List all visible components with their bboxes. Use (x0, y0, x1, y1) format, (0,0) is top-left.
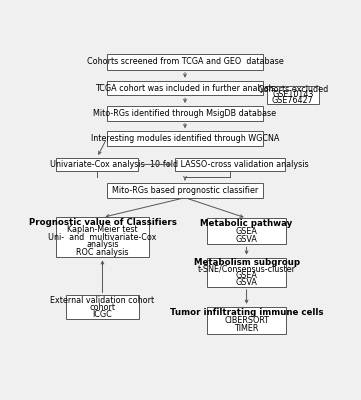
Text: Mito-RGs based prognostic classifier: Mito-RGs based prognostic classifier (112, 186, 258, 195)
Text: GSVA: GSVA (236, 278, 257, 287)
Text: cohort: cohort (90, 303, 116, 312)
Text: Interesting modules identified through WGCNA: Interesting modules identified through W… (91, 134, 279, 143)
Text: GSE10143: GSE10143 (272, 90, 313, 99)
Text: Metabolic pathway: Metabolic pathway (200, 219, 293, 228)
Text: GSVA: GSVA (236, 235, 257, 244)
FancyBboxPatch shape (107, 131, 264, 146)
Text: Kaplan-Meier test: Kaplan-Meier test (67, 225, 138, 234)
Text: analysis: analysis (86, 240, 119, 250)
FancyBboxPatch shape (66, 295, 139, 319)
Text: Univariate-Cox analysis: Univariate-Cox analysis (49, 160, 144, 169)
Text: TIMER: TIMER (234, 324, 259, 334)
Text: TCGA cohort was included in further analysis: TCGA cohort was included in further anal… (95, 84, 275, 92)
FancyBboxPatch shape (174, 158, 285, 171)
FancyBboxPatch shape (207, 258, 286, 287)
Text: GSEA: GSEA (236, 227, 257, 236)
Text: CIBERSORT: CIBERSORT (224, 316, 269, 325)
FancyBboxPatch shape (56, 218, 149, 258)
Text: Cohorts excluded: Cohorts excluded (258, 85, 328, 94)
Text: Cohorts screened from TCGA and GEO  database: Cohorts screened from TCGA and GEO datab… (87, 57, 283, 66)
FancyBboxPatch shape (56, 158, 138, 171)
FancyBboxPatch shape (107, 81, 264, 96)
Text: GSEA: GSEA (236, 271, 257, 280)
FancyBboxPatch shape (207, 307, 286, 334)
Text: Uni-  and  multivariate-Cox: Uni- and multivariate-Cox (48, 233, 157, 242)
FancyBboxPatch shape (207, 218, 286, 244)
Text: Tumor infiltrating immune cells: Tumor infiltrating immune cells (170, 308, 323, 317)
Text: Prognostic value of Classifiers: Prognostic value of Classifiers (29, 218, 177, 227)
FancyBboxPatch shape (107, 54, 264, 70)
Text: Mito-RGs identified through MsigDB database: Mito-RGs identified through MsigDB datab… (93, 109, 277, 118)
Text: ROC analysis: ROC analysis (76, 248, 129, 257)
Text: t-SNE/Consensus-cluster: t-SNE/Consensus-cluster (197, 264, 296, 273)
Text: 10-fold LASSO-cross validation analysis: 10-fold LASSO-cross validation analysis (151, 160, 309, 169)
FancyBboxPatch shape (107, 106, 264, 121)
Text: GSE76427: GSE76427 (272, 96, 314, 105)
Text: ICGC: ICGC (93, 310, 112, 319)
FancyBboxPatch shape (267, 86, 319, 104)
Text: External validation cohort: External validation cohort (51, 296, 155, 304)
Text: Metabolism subgroup: Metabolism subgroup (193, 258, 300, 266)
FancyBboxPatch shape (107, 183, 264, 198)
